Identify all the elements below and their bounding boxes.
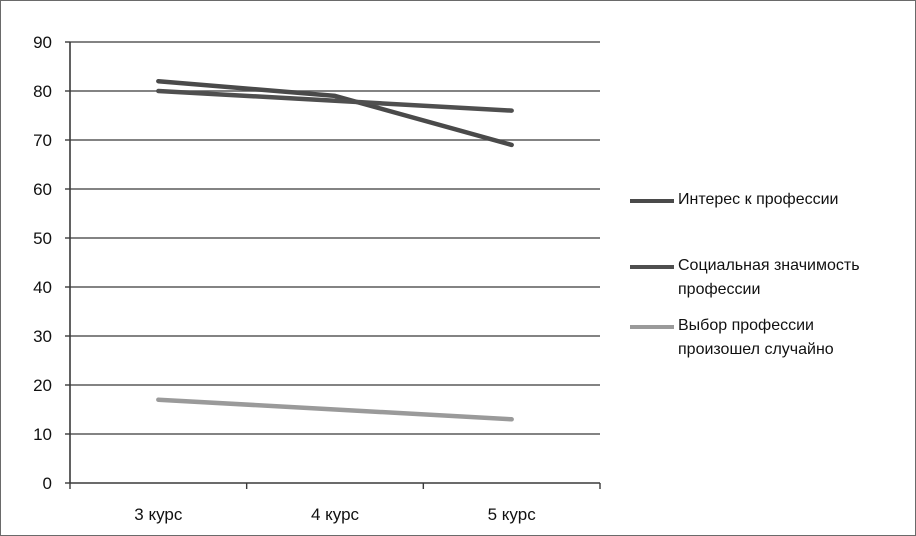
gridlines xyxy=(70,41,600,435)
legend-item-social: Социальная значимость профессии xyxy=(630,254,916,302)
y-tick-label-80: 80 xyxy=(33,82,52,101)
x-tick-label-0: 3 курс xyxy=(134,505,183,524)
legend-item-interest: Интерес к профессии xyxy=(630,188,910,212)
y-tick-label-30: 30 xyxy=(33,327,52,346)
x-tick-label-1: 4 курс xyxy=(311,505,360,524)
y-tick-label-90: 90 xyxy=(33,33,52,52)
y-tick-label-40: 40 xyxy=(33,278,52,297)
legend-item-random: Выбор профессии произошел случайно xyxy=(630,314,898,362)
y-tick-label-50: 50 xyxy=(33,229,52,248)
legend-swatch-interest xyxy=(630,199,674,203)
x-tick-label-2: 5 курс xyxy=(488,505,537,524)
legend-swatch-social xyxy=(630,265,674,269)
series-lines xyxy=(156,78,514,422)
x-tick-labels: 3 курс 4 курс 5 курс xyxy=(134,505,536,524)
y-tick-label-60: 60 xyxy=(33,180,52,199)
legend-swatch-random xyxy=(630,325,674,329)
legend-label-interest: Интерес к профессии xyxy=(678,191,839,208)
y-tick-label-10: 10 xyxy=(33,425,52,444)
legend: Интерес к профессии Социальная значимост… xyxy=(630,188,910,362)
y-tick-label-0: 0 xyxy=(43,474,52,493)
axes xyxy=(65,41,601,489)
legend-label-random: Выбор профессии произошел случайно xyxy=(678,317,834,358)
y-tick-label-70: 70 xyxy=(33,131,52,150)
y-tick-labels: 0 10 20 30 40 50 60 70 80 90 xyxy=(33,33,52,493)
y-tick-label-20: 20 xyxy=(33,376,52,395)
legend-label-social: Социальная значимость профессии xyxy=(678,257,860,298)
